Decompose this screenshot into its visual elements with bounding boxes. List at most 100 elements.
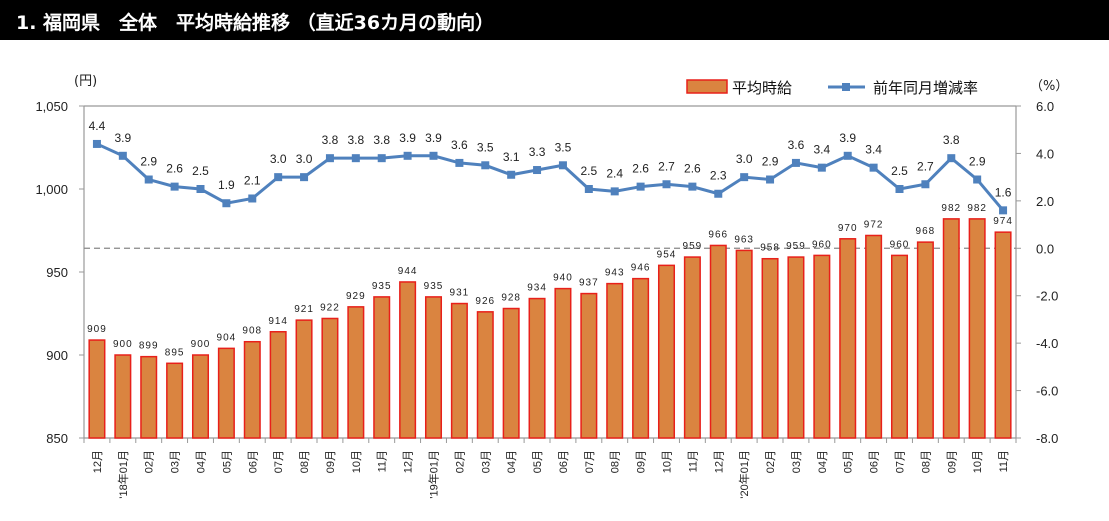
line-value-label: 2.6 <box>632 162 649 176</box>
right-tick-label: 4.0 <box>1036 146 1054 161</box>
line-value-label: 3.8 <box>943 133 960 147</box>
bar-value-label: 974 <box>993 216 1013 227</box>
bar <box>709 244 727 439</box>
x-tick-label: 10月 <box>662 450 674 473</box>
bar <box>528 297 546 439</box>
line-marker <box>662 180 671 189</box>
right-tick-label: -4.0 <box>1036 336 1058 351</box>
line-marker <box>196 185 205 193</box>
x-tick-label: 08月 <box>610 450 622 473</box>
x-tick-label: 09月 <box>946 450 958 473</box>
line-marker <box>895 185 904 193</box>
bar <box>373 296 391 439</box>
line-marker <box>222 199 231 208</box>
line-value-label: 3.8 <box>347 133 364 147</box>
x-tick-label: 10月 <box>972 450 984 473</box>
bar-value-label: 958 <box>760 243 780 254</box>
x-tick-label: 02月 <box>144 450 156 473</box>
bar-value-label: 959 <box>786 241 806 252</box>
line-marker <box>740 173 749 182</box>
bar <box>580 292 598 439</box>
line-value-label: 3.9 <box>839 131 856 145</box>
x-tick-label: 11月 <box>998 450 1010 472</box>
right-tick-label: -8.0 <box>1036 431 1058 446</box>
line-value-label: 2.5 <box>891 164 908 178</box>
bar-value-label: 926 <box>475 296 495 307</box>
bar-value-label: 904 <box>217 332 237 343</box>
x-tick-label: 12月 <box>92 450 104 473</box>
bar <box>554 287 572 439</box>
line-value-label: 3.8 <box>373 133 390 147</box>
bar <box>865 234 883 439</box>
line-marker <box>869 163 878 172</box>
left-axis-unit: (円) <box>74 74 97 89</box>
line-value-label: 2.5 <box>580 164 597 178</box>
right-tick-label: -6.0 <box>1036 384 1058 399</box>
x-tick-label: 07月 <box>584 450 596 473</box>
bar <box>735 249 753 439</box>
x-tick-label: 10月 <box>351 450 363 473</box>
line-marker <box>377 154 386 163</box>
line-value-label: 2.7 <box>917 159 934 173</box>
line-value-label: 3.9 <box>425 131 442 145</box>
line-value-label: 3.4 <box>813 143 830 157</box>
bar <box>399 281 417 439</box>
bar-value-label: 900 <box>113 339 133 350</box>
x-tick-label: 04月 <box>196 450 208 473</box>
line-marker <box>921 180 930 189</box>
bar <box>191 354 210 439</box>
bar-value-label: 968 <box>916 226 936 237</box>
bar-value-label: 928 <box>501 293 521 304</box>
line-value-label: 2.9 <box>140 155 157 169</box>
bar-value-label: 921 <box>294 304 314 315</box>
bar-data-labels: 909 900 899 895 900 904 908 914 921 922 929 935 944 9… <box>87 203 1013 358</box>
bar <box>321 317 339 439</box>
x-tick-label: 03月 <box>480 450 492 473</box>
bar-value-label: 914 <box>268 316 288 327</box>
line-marker <box>817 163 826 172</box>
line-marker <box>791 158 800 167</box>
bar-value-label: 895 <box>165 347 185 358</box>
bar <box>994 231 1012 439</box>
line-marker <box>403 151 412 160</box>
bar <box>683 256 701 439</box>
bar <box>890 254 909 439</box>
line-marker <box>688 182 697 191</box>
bar <box>347 306 365 439</box>
line-marker <box>481 161 490 170</box>
x-tick-label: 06月 <box>247 450 259 473</box>
line-marker <box>144 175 153 184</box>
left-tick-label: 950 <box>46 265 68 280</box>
bar <box>761 257 779 439</box>
line-value-label: 3.9 <box>114 131 131 145</box>
x-tick-label: 02月 <box>454 450 466 473</box>
bar-value-label: 943 <box>605 268 625 279</box>
bar <box>217 347 235 439</box>
bar <box>968 218 986 439</box>
line-marker <box>610 187 619 196</box>
bar-value-label: 908 <box>242 326 262 337</box>
line-marker <box>584 185 593 193</box>
legend-label-bar: 平均時給 <box>732 79 792 97</box>
bar-value-label: 944 <box>398 266 418 277</box>
bar-value-label: 900 <box>191 339 211 350</box>
line-value-label: 2.9 <box>762 155 779 169</box>
bar <box>657 264 676 439</box>
x-tick-label: 08月 <box>920 450 932 473</box>
line-marker <box>558 161 567 170</box>
line-value-label: 2.6 <box>684 162 701 176</box>
bar <box>114 354 132 439</box>
bar <box>839 238 857 439</box>
line-value-label: 1.6 <box>995 185 1012 199</box>
bar <box>916 241 934 439</box>
line-value-label: 2.7 <box>658 159 675 173</box>
line-marker <box>533 166 542 175</box>
x-tick-labels: 12月 '18年01月 02月 03月 04月 05月 06月 07月 08月 09月 10月 11月… <box>92 450 1010 499</box>
bar-value-label: 963 <box>734 234 754 245</box>
x-tick-label: '18年01月 <box>116 450 130 499</box>
x-tick-label: 11月 <box>377 450 389 472</box>
x-tick-label: 05月 <box>221 450 233 473</box>
x-tick-label: 08月 <box>299 450 311 473</box>
bar-value-label: 970 <box>838 223 858 234</box>
bar-value-label: 934 <box>527 283 547 294</box>
